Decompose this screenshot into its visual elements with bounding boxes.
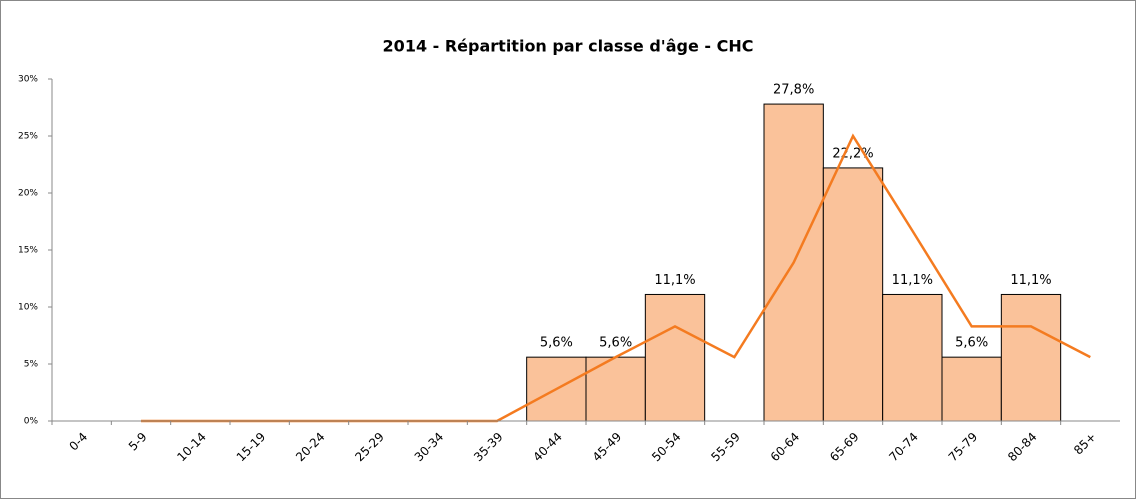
value-label: 5,6% xyxy=(540,336,573,351)
bar xyxy=(882,293,943,422)
bar xyxy=(644,293,706,422)
y-tick-label: 30% xyxy=(18,75,38,85)
value-label: 5,6% xyxy=(955,336,988,351)
value-label: 11,1% xyxy=(1010,273,1051,288)
y-tick-label: 10% xyxy=(18,303,38,313)
y-tick-label: 25% xyxy=(18,132,38,142)
value-label: 11,1% xyxy=(654,273,695,288)
value-label: 11,1% xyxy=(892,273,933,288)
bar xyxy=(941,356,1002,422)
bar xyxy=(822,167,884,422)
bar xyxy=(585,356,646,422)
value-label: 27,8% xyxy=(773,83,814,98)
value-label: 5,6% xyxy=(599,336,632,351)
y-tick-label: 15% xyxy=(18,246,38,256)
y-tick-label: 20% xyxy=(18,189,38,199)
y-tick-label: 5% xyxy=(24,360,39,370)
bar xyxy=(1000,293,1062,422)
chart-title: 2014 - Répartition par classe d'âge - CH… xyxy=(383,37,754,56)
y-tick-label: 0% xyxy=(24,417,39,427)
